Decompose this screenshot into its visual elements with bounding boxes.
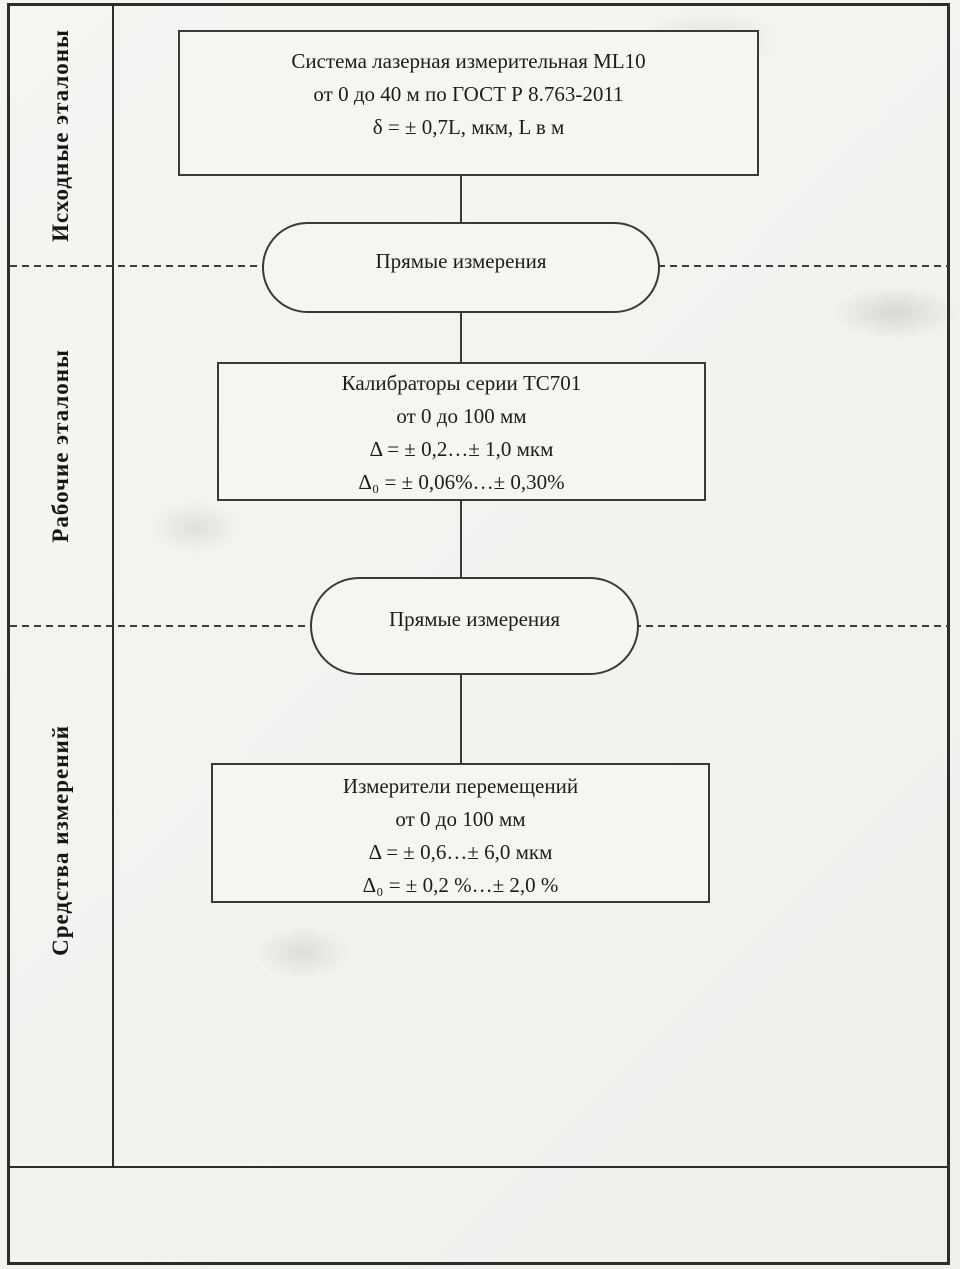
node-text-line: Прямые измерения bbox=[388, 606, 561, 631]
connector-line bbox=[460, 675, 462, 763]
node-text-line: Прямые измерения bbox=[375, 249, 547, 273]
sidebar-divider-line bbox=[112, 3, 114, 1166]
node-reference-standard: Система лазерная измерительная ML10 от 0… bbox=[178, 30, 759, 176]
node-text-line: Δ = ± 0,2…± 1,0 мкм bbox=[369, 437, 554, 461]
node-text-line: Δ₀ = ± 0,2 %…± 2,0 % bbox=[362, 873, 559, 897]
connector-line bbox=[460, 501, 462, 577]
node-transfer-method-direct-measurements-2: Прямые измерения bbox=[310, 577, 639, 675]
outer-border bbox=[7, 3, 950, 1265]
sidebar-label: Рабочие эталоны bbox=[47, 348, 73, 543]
node-text-line: Калибраторы серии TC701 bbox=[341, 371, 582, 395]
sidebar-section-initial-standards: Исходные эталоны bbox=[9, 6, 112, 264]
node-text-line: Δ₀ = ± 0,06%…± 0,30% bbox=[358, 470, 565, 494]
connector-line bbox=[460, 176, 462, 222]
node-measuring-instruments: Измерители перемещений от 0 до 100 мм Δ … bbox=[211, 763, 710, 903]
sidebar-section-measuring-instruments: Средства измерений bbox=[9, 627, 112, 1053]
node-text-line: Измерители перемещений bbox=[342, 774, 579, 798]
node-text-line: от 0 до 100 мм bbox=[395, 807, 526, 831]
node-text-line: δ = ± 0,7L, мкм, L в м bbox=[372, 115, 565, 139]
sidebar-section-working-standards: Рабочие эталоны bbox=[9, 268, 112, 623]
connector-line bbox=[460, 313, 462, 362]
footer-separator-line bbox=[7, 1166, 950, 1168]
sidebar-label: Средства измерений bbox=[47, 724, 73, 956]
node-working-standard: Калибраторы серии TC701 от 0 до 100 мм Δ… bbox=[217, 362, 706, 501]
node-text-line: от 0 до 100 мм bbox=[396, 404, 527, 428]
node-transfer-method-direct-measurements-1: Прямые измерения bbox=[262, 222, 660, 313]
node-text-line: от 0 до 40 м по ГОСТ Р 8.763-2011 bbox=[313, 82, 624, 106]
node-text-line: Система лазерная измерительная ML10 bbox=[291, 49, 646, 73]
node-text-line: Δ = ± 0,6…± 6,0 мкм bbox=[368, 840, 553, 864]
sidebar-label: Исходные эталоны bbox=[47, 28, 73, 242]
